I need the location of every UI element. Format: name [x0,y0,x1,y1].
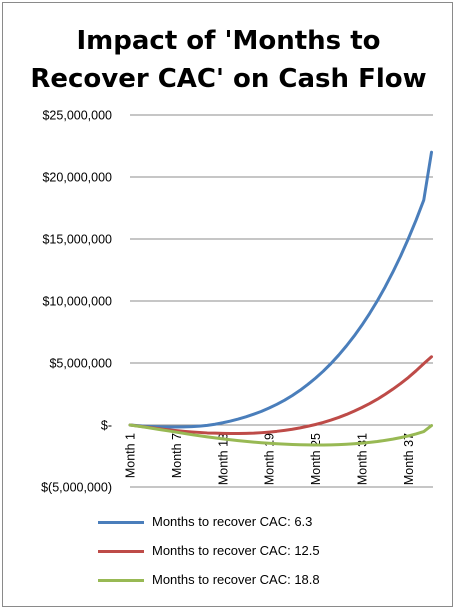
gridlines [130,114,433,488]
legend-item-series-1: Months to recover CAC: 6.3 [98,512,438,532]
legend-label-series-3: Months to recover CAC: 18.8 [152,572,320,587]
legend-label-series-2: Months to recover CAC: 12.5 [152,543,320,558]
legend-item-series-3: Months to recover CAC: 18.8 [98,570,438,590]
x-tick-label-5: Month 31 [355,433,369,485]
x-tick-label-2: Month 13 [216,433,230,485]
y-tick-label-5: $- [101,419,112,433]
series-lines [128,150,433,447]
x-tick-label-3: Month 19 [263,433,277,485]
legend-swatch-series-2 [98,550,144,553]
series-line-3 [128,423,433,447]
legend-label-series-1: Months to recover CAC: 6.3 [152,514,313,529]
y-tick-label-3: $10,000,000 [42,295,112,309]
x-tick-label-6: Month 37 [402,433,416,485]
legend-swatch-series-3 [98,579,144,582]
y-tick-label-2: $15,000,000 [42,233,112,247]
y-tick-label-0: $25,000,000 [42,109,112,123]
y-tick-label-1: $20,000,000 [42,171,112,185]
x-axis-tick-labels: Month 1 Month 7 Month 13 Month 19 Month 25 Mo… [124,433,416,485]
chart-frame [2,2,453,607]
series-line-2 [128,355,433,436]
y-tick-label-4: $5,000,000 [49,357,112,371]
chart-title-line-2: Recover CAC' on Cash Flow [30,64,427,94]
legend-swatch-series-1 [98,521,144,524]
x-tick-label-4: Month 25 [309,433,323,485]
y-axis-tick-labels: $25,000,000 $20,000,000 $15,000,000 $10,000… [41,109,112,495]
legend-item-series-2: Months to recover CAC: 12.5 [98,541,438,561]
chart-title-line-1: Impact of 'Months to [76,26,381,56]
series-line-1 [128,150,433,429]
chart-title: Impact of 'Months to Recover CAC' on Cas… [0,22,457,98]
x-tick-label-1: Month 7 [170,433,184,478]
y-tick-label-6: $(5,000,000) [41,481,112,495]
x-tick-label-0: Month 1 [124,433,138,478]
